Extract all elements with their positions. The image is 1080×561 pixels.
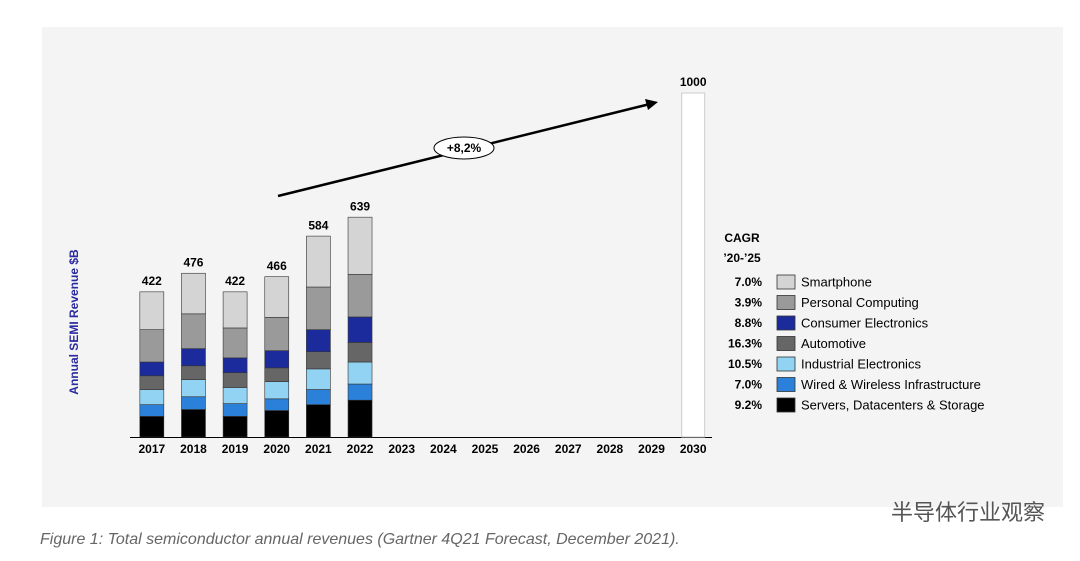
bar-segment	[139, 389, 165, 405]
bar-segment	[222, 403, 248, 417]
bar	[681, 92, 706, 438]
bar-segment	[264, 398, 290, 411]
bar-segment	[264, 410, 290, 438]
bar-segment	[306, 286, 331, 330]
bar-segment	[264, 381, 290, 400]
legend-label: Automotive	[801, 336, 866, 351]
total-label: 466	[267, 259, 287, 273]
y-axis-label: Annual SEMI Revenue $B	[67, 249, 81, 395]
legend-cagr: 10.5%	[728, 357, 762, 371]
bar-segment	[222, 372, 248, 388]
legend-label: Industrial Electronics	[801, 356, 921, 371]
legend-title: CAGR	[724, 231, 760, 245]
total-label: 1000	[680, 75, 707, 89]
bar-segment	[306, 404, 331, 438]
legend-cagr: 9.2%	[735, 398, 763, 412]
legend-swatch	[776, 336, 796, 351]
total-label: 422	[225, 274, 245, 288]
bar-segment	[222, 387, 248, 404]
x-tick-label: 2025	[472, 442, 499, 456]
bar-segment	[139, 361, 165, 377]
total-label: 422	[142, 274, 162, 288]
x-tick-label: 2018	[180, 442, 207, 456]
chart-panel	[42, 27, 1063, 507]
bar-segment	[181, 409, 206, 438]
bar-segment	[264, 350, 290, 369]
x-tick-label: 2026	[513, 442, 540, 456]
bar-segment	[139, 329, 165, 363]
bar-segment	[264, 316, 290, 351]
total-label: 584	[308, 218, 328, 232]
bar-segment	[181, 396, 206, 410]
legend-cagr: 16.3%	[728, 337, 762, 351]
bar-segment	[181, 379, 206, 398]
bar-segment	[347, 216, 373, 275]
bar-segment	[306, 389, 331, 405]
arrow-label-bubble	[433, 136, 495, 160]
legend-subtitle: ’20-’25	[723, 251, 761, 265]
x-tick-label: 2024	[430, 442, 457, 456]
x-tick-label: 2020	[263, 442, 290, 456]
bar-segment	[139, 416, 165, 438]
bar-segment	[264, 367, 290, 382]
legend-cagr: 7.0%	[735, 275, 763, 289]
x-tick-label: 2019	[222, 442, 249, 456]
legend-swatch	[776, 356, 796, 372]
bar-segment	[347, 316, 373, 343]
bar-segment	[181, 348, 206, 367]
caption: Figure 1: Total semiconductor annual rev…	[40, 531, 680, 548]
bar-segment	[181, 272, 206, 315]
bar-segment	[306, 351, 331, 370]
arrow-head	[645, 99, 658, 110]
total-label: 639	[350, 199, 370, 213]
legend-label: Consumer Electronics	[801, 315, 929, 330]
arrow-label: +8,2%	[447, 141, 482, 155]
bar-segment	[222, 327, 248, 359]
bar-segment	[222, 357, 248, 373]
x-tick-label: 2023	[388, 442, 415, 456]
bar-segment	[306, 329, 331, 352]
bar-segment	[347, 399, 373, 438]
legend-cagr: 3.9%	[735, 296, 763, 310]
total-label: 476	[183, 255, 203, 269]
legend-label: Servers, Datacenters & Storage	[801, 397, 985, 412]
x-tick-label: 2028	[597, 442, 624, 456]
bar-segment	[139, 375, 165, 390]
bar-segment	[306, 235, 331, 288]
legend-swatch	[776, 397, 796, 413]
bar-segment	[222, 416, 248, 438]
legend-cagr: 7.0%	[735, 378, 763, 392]
legend-swatch	[776, 274, 796, 290]
bar-segment	[181, 313, 206, 349]
x-tick-label: 2022	[347, 442, 374, 456]
bar-segment	[264, 276, 290, 318]
x-tick-label: 2017	[138, 442, 165, 456]
x-tick-label: 2030	[680, 442, 707, 456]
legend-swatch	[776, 295, 796, 310]
legend-label: Smartphone	[801, 274, 872, 289]
legend-swatch	[776, 315, 796, 331]
bar-segment	[181, 365, 206, 380]
bar-segment	[347, 342, 373, 363]
bar-segment	[222, 291, 248, 329]
bar-segment	[306, 368, 331, 390]
bar-segment	[139, 404, 165, 417]
x-tick-label: 2027	[555, 442, 582, 456]
legend-label: Wired & Wireless Infrastructure	[801, 377, 981, 392]
bar-segment	[347, 383, 373, 401]
bar-segment	[139, 291, 165, 330]
legend-cagr: 8.8%	[735, 316, 763, 330]
bar-segment	[347, 361, 373, 385]
x-tick-label: 2029	[638, 442, 665, 456]
x-tick-label: 2021	[305, 442, 332, 456]
legend-label: Personal Computing	[801, 295, 919, 310]
bar-segment	[347, 273, 373, 318]
legend-swatch	[776, 377, 796, 392]
watermark: 半导体行业观察	[891, 500, 1045, 525]
